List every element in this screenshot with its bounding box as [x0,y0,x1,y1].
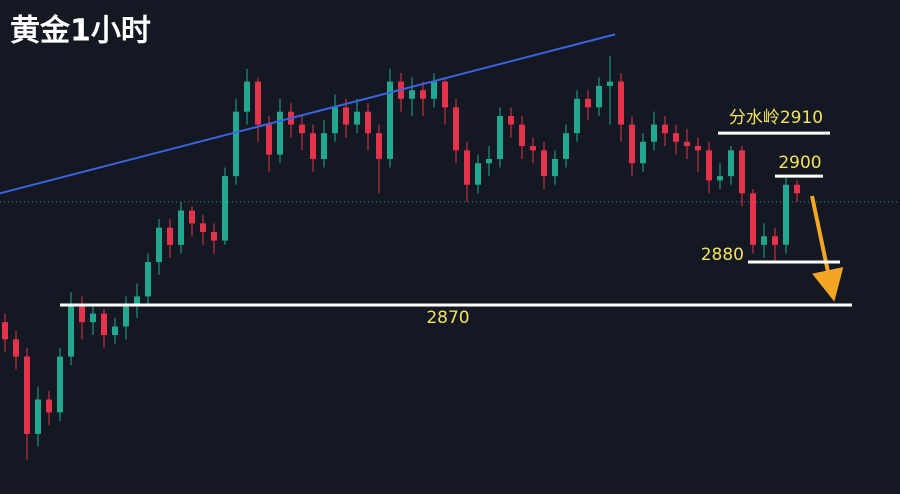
candle-body [431,81,437,99]
candle-body [178,210,184,245]
candle-body [299,124,305,134]
candle-body [68,304,74,357]
candle-body [46,399,52,413]
candle-body [695,146,701,151]
candle-body [618,81,624,125]
candle-body [739,150,745,194]
candle-body [563,133,569,159]
candle-body [750,193,756,245]
candle-body [794,184,800,194]
candle-body [662,124,668,134]
candle-body [453,107,459,151]
candle-body [200,223,206,232]
candle-body [167,227,173,245]
candle-body [2,322,8,340]
candle-body [101,313,107,336]
candle-body [409,90,415,99]
candle-body [321,133,327,159]
candle-body [530,146,536,151]
candle-body [35,399,41,434]
candle-body [475,163,481,185]
candle-body [761,236,767,245]
candle-body [706,150,712,181]
candle-body [255,81,261,125]
candle-body [376,133,382,159]
trend-line [0,33,616,195]
candle-body [387,81,393,159]
candle-body [684,141,690,147]
candle-body [112,326,118,336]
candle-body [783,184,789,245]
candle-body [629,124,635,164]
candle-body [552,158,558,177]
candle-body [79,304,85,323]
candle-body [673,133,679,142]
candle-body [420,90,426,99]
candle-body [607,81,613,86]
candle-body [574,98,580,134]
candle-body [585,98,591,108]
candle-body [497,115,503,159]
candle-body [442,81,448,108]
candle-body [596,85,602,108]
level-label: 2870 [426,308,469,328]
candle-body [354,111,360,125]
candle-body [651,124,657,142]
candle-body [365,111,371,134]
candle-body [90,313,96,323]
level-label: 2900 [778,153,821,173]
candle-body [277,111,283,155]
candle-body [728,150,734,177]
candle-body [244,81,250,112]
plot [0,55,900,460]
level-label: 分水岭2910 [729,108,823,128]
arrow [810,195,844,302]
chart-title: 黄金1小时 [10,14,151,49]
candle-body [13,339,19,357]
candle-body [233,111,239,177]
candle-body [717,176,723,181]
candle-body [519,124,525,147]
candle-body [640,141,646,164]
candle-body [123,304,129,327]
candle-body [211,231,217,241]
candle-body [541,150,547,177]
level-label: 2880 [701,245,744,265]
candle-body [486,158,492,164]
candle-body [772,236,778,245]
candle-body [343,107,349,125]
candle-body [222,176,228,241]
candle-body [24,356,30,434]
candle-body [189,210,195,224]
candle-body [464,150,470,185]
candle-body [57,356,63,413]
candle-body [156,227,162,263]
candle-body [266,124,272,155]
candle-body [508,115,514,125]
candle-body [332,107,338,134]
candle-body [145,262,151,297]
candle-body [134,296,140,305]
candle-body [310,133,316,159]
